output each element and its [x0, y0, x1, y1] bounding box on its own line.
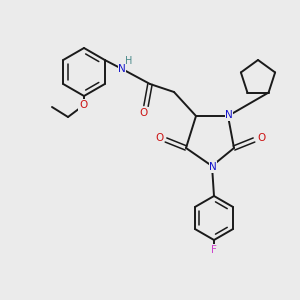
Text: O: O	[140, 108, 148, 118]
Text: H: H	[125, 56, 133, 66]
Text: F: F	[211, 245, 217, 255]
Text: O: O	[257, 133, 265, 143]
Text: N: N	[118, 64, 126, 74]
Text: N: N	[209, 162, 217, 172]
Text: O: O	[155, 133, 163, 143]
Text: O: O	[79, 100, 87, 110]
Text: N: N	[225, 110, 233, 120]
